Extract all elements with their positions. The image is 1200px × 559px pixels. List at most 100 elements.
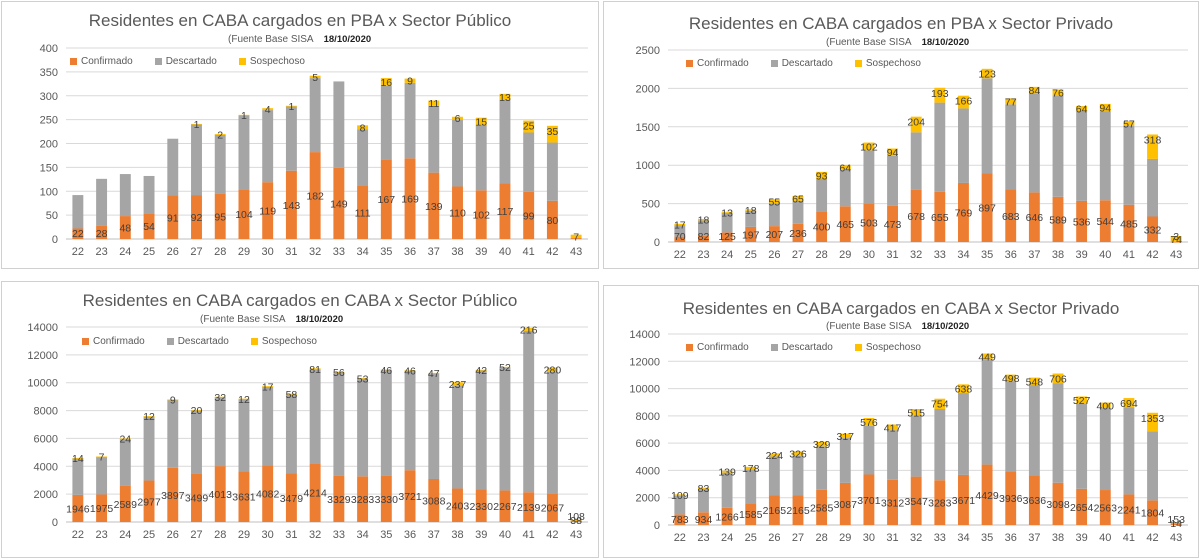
y-tick-label: 2500 — [636, 45, 660, 57]
bar-confirmado — [214, 466, 226, 522]
data-label-sospechoso: 204 — [907, 117, 925, 129]
x-tick-label: 30 — [863, 532, 875, 544]
x-tick-label: 32 — [309, 529, 321, 541]
data-label-sospechoso: 46 — [404, 366, 416, 378]
bar-confirmado — [428, 172, 440, 239]
x-tick-label: 34 — [957, 249, 969, 261]
bar-confirmado — [143, 213, 155, 239]
data-label-confirmado: 465 — [837, 219, 855, 231]
bar-descartado — [333, 372, 345, 476]
bar-sospechoso — [1123, 121, 1135, 126]
bar-confirmado — [262, 182, 274, 239]
bar-descartado — [698, 220, 709, 236]
bar-confirmado — [1147, 500, 1158, 525]
bar-descartado — [191, 124, 202, 196]
bar-descartado — [167, 138, 179, 196]
data-label-sospechoso: 638 — [955, 384, 973, 396]
bar-confirmado — [698, 235, 709, 242]
bar-sospechoso — [262, 386, 274, 388]
bar-sospechoso — [839, 164, 851, 170]
data-label-sospechoso: 706 — [1049, 373, 1067, 385]
bar-descartado — [721, 212, 733, 233]
bar-descartado — [238, 115, 250, 190]
y-tick-label: 250 — [40, 115, 58, 127]
data-label-sospechoso: 237 — [449, 379, 467, 391]
bar-confirmado — [570, 238, 582, 239]
data-label-sospechoso: 64 — [1076, 104, 1088, 116]
data-label-confirmado: 503 — [860, 218, 878, 230]
bar-descartado — [863, 425, 875, 475]
x-tick-label: 30 — [262, 529, 274, 541]
bar-descartado — [910, 416, 922, 477]
y-tick-label: 400 — [40, 43, 58, 55]
bar-descartado — [1147, 158, 1158, 217]
x-tick-label: 40 — [1099, 249, 1111, 261]
data-label-confirmado: 3312 — [881, 497, 905, 509]
bar-confirmado — [1005, 471, 1017, 525]
data-label-confirmado: 1585 — [739, 509, 763, 521]
legend-item-descartado: Descartado — [154, 56, 217, 67]
legend-swatch-sospechoso — [250, 338, 258, 345]
chart-legend: Confirmado Descartado Sospechoso — [686, 58, 921, 69]
bar-confirmado — [768, 495, 780, 525]
x-tick-label: 29 — [839, 249, 851, 261]
chart-title: Residentes en CABA cargados en PBA x Sec… — [88, 11, 512, 30]
bar-descartado — [721, 472, 733, 508]
bar-confirmado — [1028, 475, 1040, 525]
x-tick-label: 35 — [380, 529, 392, 541]
bar-sospechoso — [698, 218, 709, 221]
data-label-sospechoso: 449 — [978, 352, 996, 364]
bar-confirmado — [792, 495, 804, 525]
data-label-confirmado: 2585 — [810, 502, 834, 514]
y-tick-label: 150 — [40, 162, 58, 174]
data-label-confirmado: 3721 — [398, 491, 422, 503]
data-label-confirmado: 80 — [547, 215, 559, 227]
bar-descartado — [958, 393, 969, 475]
data-label-confirmado: 769 — [955, 207, 973, 219]
data-label-confirmado: 2403 — [446, 500, 470, 512]
data-label-confirmado: 3631 — [232, 492, 256, 504]
data-label-confirmado: 3329 — [327, 494, 351, 506]
bar-sospechoso — [981, 353, 993, 360]
data-label-sospechoso: 417 — [884, 422, 902, 434]
data-label-confirmado: 104 — [235, 209, 253, 221]
legend-item-confirmado: Confirmado — [686, 342, 749, 353]
bar-confirmado — [816, 211, 828, 242]
x-tick-label: 40 — [499, 529, 511, 541]
bar-sospechoso — [452, 116, 463, 120]
bar-confirmado — [1052, 482, 1064, 525]
bar-confirmado — [309, 463, 321, 522]
data-label-sospechoso: 166 — [955, 96, 973, 108]
data-label-confirmado: 139 — [425, 201, 443, 213]
bar-descartado — [768, 203, 780, 227]
data-label-confirmado: 2241 — [1117, 505, 1141, 517]
data-label-confirmado: 655 — [931, 212, 949, 224]
y-tick-label: 0 — [52, 517, 58, 529]
x-tick-label: 28 — [816, 532, 828, 544]
data-label-confirmado: 111 — [355, 207, 371, 219]
bar-descartado — [428, 373, 440, 479]
bar-sospechoso — [191, 409, 202, 411]
legend-swatch-sospechoso — [854, 60, 862, 67]
x-tick-label: 39 — [1076, 249, 1088, 261]
x-tick-label: 27 — [792, 249, 804, 261]
legend-label-confirmado: Confirmado — [697, 342, 749, 353]
data-label-sospechoso: 74 — [1170, 234, 1182, 246]
bar-sospechoso — [910, 116, 922, 133]
x-tick-label: 39 — [475, 529, 487, 541]
x-tick-label: 34 — [957, 532, 969, 544]
bar-sospechoso — [309, 75, 321, 79]
data-label-confirmado: 3701 — [857, 495, 881, 507]
y-tick-label: 4000 — [636, 465, 660, 477]
x-tick-label: 30 — [262, 246, 274, 258]
bar-sospechoso — [191, 123, 202, 125]
bar-confirmado — [1052, 196, 1064, 242]
bar-descartado — [428, 105, 440, 173]
bar-sospechoso — [863, 142, 875, 151]
bar-confirmado — [475, 190, 487, 239]
bar-descartado — [745, 210, 757, 227]
bar-sospechoso — [745, 209, 757, 211]
x-tick-label: 41 — [1123, 249, 1135, 261]
data-label-sospechoso: 224 — [766, 450, 784, 462]
x-tick-label: 43 — [570, 246, 582, 258]
